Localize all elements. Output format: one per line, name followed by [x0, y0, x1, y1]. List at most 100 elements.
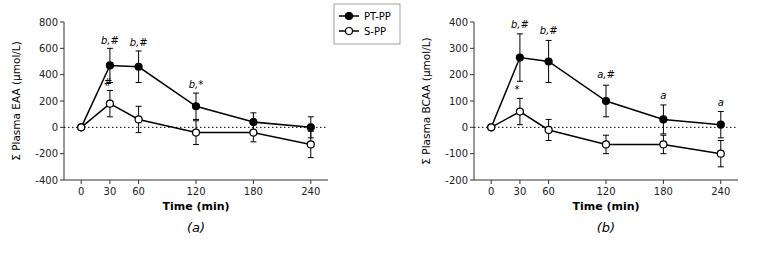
panel-label: (b): [597, 220, 615, 235]
annotation: b,*: [189, 79, 204, 90]
error-bar: [603, 135, 609, 153]
x-tick: [138, 180, 139, 184]
error-cap: [136, 82, 142, 83]
x-tick-label: 60: [132, 186, 145, 197]
marker: [193, 129, 200, 136]
annotation: a: [660, 90, 666, 101]
y-tick: [470, 180, 474, 181]
error-cap: [193, 144, 199, 145]
marker: [717, 150, 724, 157]
y-tick-label: -100: [445, 148, 468, 159]
x-tick-label: 180: [244, 186, 263, 197]
annotation: b,#: [511, 19, 529, 30]
error-cap: [718, 140, 724, 141]
error-cap: [546, 40, 552, 41]
x-tick-label: 30: [514, 186, 527, 197]
annotation: a: [718, 97, 724, 108]
y-tick-label: 200: [449, 69, 468, 80]
y-tick: [60, 127, 64, 128]
error-cap: [546, 119, 552, 120]
error-cap: [308, 157, 314, 158]
series-line: [81, 65, 311, 127]
error-bar: [517, 34, 523, 81]
y-tick-label: 400: [449, 17, 468, 28]
annotation: *: [515, 84, 520, 95]
error-cap: [136, 106, 142, 107]
error-cap: [107, 48, 113, 49]
error-bar: [107, 90, 113, 116]
error-cap: [517, 124, 523, 125]
error-cap: [660, 133, 666, 134]
marker: [660, 141, 667, 148]
error-bar: [718, 141, 724, 167]
x-axis-label: Time (min): [572, 200, 639, 213]
y-tick: [60, 74, 64, 75]
y-tick-label: -200: [35, 148, 58, 159]
y-tick: [470, 22, 474, 23]
error-cap: [718, 137, 724, 138]
marker: [193, 103, 200, 110]
legend-marker: [346, 28, 353, 35]
marker: [488, 124, 495, 131]
x-tick: [519, 180, 520, 184]
y-tick: [470, 101, 474, 102]
y-tick-label: 0: [462, 122, 468, 133]
error-bar: [136, 106, 142, 132]
x-tick: [606, 180, 607, 184]
marker: [603, 98, 610, 105]
error-cap: [308, 116, 314, 117]
x-tick: [109, 180, 110, 184]
y-tick-label: 100: [449, 96, 468, 107]
marker: [250, 129, 257, 136]
panel: -400-200020040060080003060120180240Time …: [10, 17, 328, 236]
y-tick: [60, 153, 64, 154]
error-cap: [603, 116, 609, 117]
panel: -200-100010020030040003060120180240Time …: [420, 17, 738, 236]
y-axis-label: Σ Plasma EAA (μmol/L): [10, 41, 22, 161]
error-bar: [660, 135, 666, 153]
error-bar: [718, 112, 724, 138]
legend-label: S-PP: [364, 26, 386, 37]
series-line: [491, 58, 721, 128]
y-tick: [60, 22, 64, 23]
marker: [135, 63, 142, 70]
marker: [106, 62, 113, 69]
error-cap: [193, 120, 199, 121]
error-cap: [660, 104, 666, 105]
error-bar: [660, 105, 666, 134]
marker: [488, 124, 495, 131]
y-tick-label: 200: [39, 96, 58, 107]
error-bar: [517, 98, 523, 124]
error-bar: [136, 51, 142, 83]
annotation: b,#: [540, 25, 558, 36]
error-cap: [603, 85, 609, 86]
x-tick-label: 60: [542, 186, 555, 197]
x-tick-label: 180: [654, 186, 673, 197]
y-tick: [470, 48, 474, 49]
y-tick-label: 600: [39, 43, 58, 54]
marker: [545, 58, 552, 65]
error-cap: [308, 131, 314, 132]
error-bar: [546, 40, 552, 82]
y-tick-label: 0: [52, 122, 58, 133]
error-cap: [517, 33, 523, 34]
marker: [78, 124, 85, 131]
series-line: [491, 112, 721, 154]
x-tick: [253, 180, 254, 184]
error-cap: [250, 123, 256, 124]
marker: [603, 141, 610, 148]
y-tick-label: 400: [39, 69, 58, 80]
y-tick-label: -200: [445, 175, 468, 186]
legend-box: [334, 4, 400, 44]
error-cap: [517, 81, 523, 82]
zero-line: [474, 127, 738, 128]
legend-marker: [346, 13, 353, 20]
marker: [545, 126, 552, 133]
y-tick-label: 800: [39, 17, 58, 28]
x-tick: [310, 180, 311, 184]
x-tick: [720, 180, 721, 184]
y-tick: [60, 48, 64, 49]
error-cap: [193, 93, 199, 94]
error-cap: [603, 153, 609, 154]
error-cap: [603, 135, 609, 136]
